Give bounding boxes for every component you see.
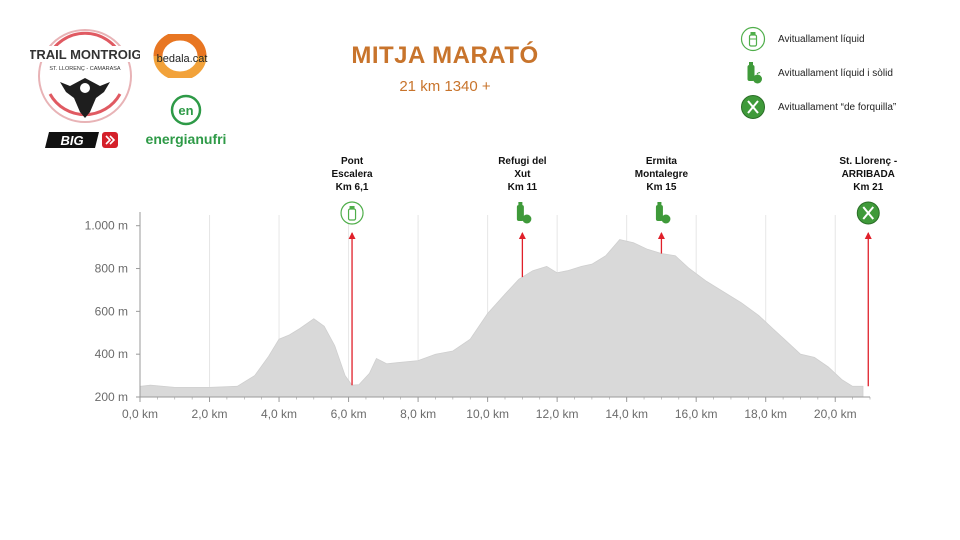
water-bottle-icon (740, 26, 766, 52)
x-tick-label: 2,0 km (192, 407, 228, 421)
icon-circle (340, 201, 364, 225)
energia-logo-text: energianufri (146, 131, 227, 147)
x-tick-label: 0,0 km (122, 407, 158, 421)
bottle-fruit-icon (747, 62, 762, 84)
legend: Avituallament líquid Avituallament líqui… (740, 22, 896, 124)
icon-body (516, 205, 524, 221)
x-tick-label: 8,0 km (400, 407, 436, 421)
big-logo-text: BIG (60, 133, 83, 148)
y-tick-label: 400 m (95, 347, 128, 361)
icon-cap (657, 202, 662, 205)
legend-label: Avituallament “de forquilla” (778, 101, 897, 113)
icon-cap (349, 206, 355, 209)
legend-item-liquid-solid: Avituallament líquid i sòlid (740, 56, 896, 90)
marker-name-label: Escalera (331, 169, 373, 180)
x-tick-label: 14,0 km (605, 407, 648, 421)
marker-name-label: Ermita (646, 156, 678, 167)
marker-km-label: Km 15 (646, 182, 676, 193)
legend-label: Avituallament líquid i sòlid (778, 67, 893, 79)
marker-name-label: Refugi del (498, 156, 547, 167)
trail-logo-text: TRAIL MONTROIG (30, 47, 140, 62)
y-tick-label: 200 m (95, 390, 128, 404)
bottle-fruit-icon (655, 202, 671, 224)
marker-arrow (864, 232, 872, 239)
marker-name-label: Xut (514, 169, 531, 180)
icon-fruit (661, 214, 671, 224)
x-tick-label: 18,0 km (744, 407, 787, 421)
marker-name-label: Pont (341, 156, 364, 167)
x-tick-label: 12,0 km (536, 407, 579, 421)
marker-name-label: ARRIBADA (842, 169, 895, 180)
icon-fruit (522, 214, 532, 224)
marker-name-label: St. Llorenç - (839, 156, 897, 167)
y-tick-label: 600 m (95, 304, 128, 318)
marker-arrow (348, 232, 356, 239)
marker-name-label: Montalegre (635, 169, 689, 180)
trail-logo-subtext: ST. LLORENÇ - CAMARASA (49, 66, 121, 72)
x-tick-label: 20,0 km (814, 407, 857, 421)
legend-item-fork: Avituallament “de forquilla” (740, 90, 896, 124)
trail-montroig-logo: TRAIL MONTROIG ST. LLORENÇ - CAMARASA (28, 28, 142, 133)
marker-km-label: Km 11 (508, 182, 538, 193)
water-bottle-icon (340, 201, 364, 225)
x-tick-label: 16,0 km (675, 407, 718, 421)
aid-station-marker: Pont Escalera Km 6,1 (331, 156, 373, 386)
page-subtitle: 21 km 1340 + (399, 78, 491, 95)
fork-knife-icon (741, 95, 765, 119)
chart-axes: 200 m 400 m 600 m 800 m 1.000 m 0,0 km 2,0 km 4… (85, 212, 871, 421)
x-tick-label: 4,0 km (261, 407, 297, 421)
marker-km-label: Km 21 (853, 182, 883, 193)
marker-arrow (518, 232, 526, 239)
legend-item-liquid: Avituallament líquid (740, 22, 896, 56)
aid-station-markers: Pont Escalera Km 6,1 Refugi del Xut Km 11 Ermi… (331, 156, 897, 387)
aid-station-marker: Ermita Montalegre Km 15 (635, 156, 689, 254)
page-title: MITJA MARATÓ (351, 42, 539, 69)
marker-km-label: Km 6,1 (336, 182, 369, 193)
x-tick-label: 6,0 km (331, 407, 367, 421)
aid-station-marker: St. Llorenç - ARRIBADA Km 21 (839, 156, 897, 387)
bedala-logo-text: bedala.cat (157, 53, 208, 65)
elevation-profile-area (139, 239, 864, 398)
aid-station-marker: Refugi del Xut Km 11 (498, 156, 547, 278)
marker-arrow (657, 232, 665, 239)
y-tick-label: 1.000 m (85, 219, 128, 233)
icon-cap (518, 202, 523, 205)
icon-body (655, 205, 663, 221)
fork-knife-icon (856, 201, 880, 225)
bedala-logo: bedala.cat (150, 31, 220, 83)
bottle-fruit-icon (516, 202, 532, 224)
y-tick-label: 800 m (95, 262, 128, 276)
energia-nufri-logo: en energianufri (144, 94, 234, 155)
x-tick-label: 10,0 km (466, 407, 509, 421)
big-logo: BIG (45, 130, 119, 155)
icon-knife (862, 206, 875, 220)
legend-label: Avituallament líquid (778, 33, 865, 45)
energia-mark-text: en (178, 103, 193, 118)
icon-body (347, 208, 357, 221)
